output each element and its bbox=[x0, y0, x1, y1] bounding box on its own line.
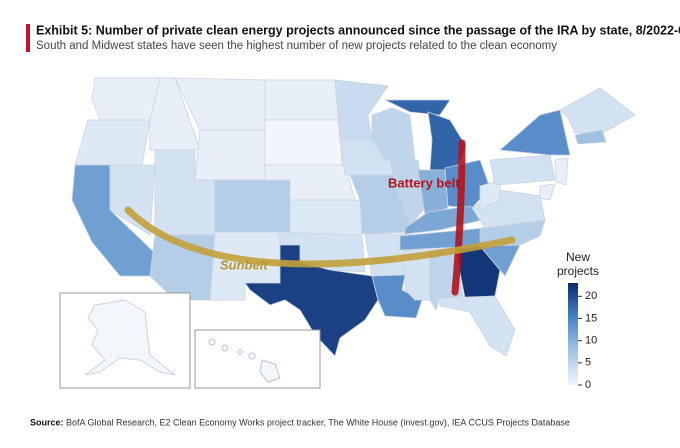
sunbelt-arc bbox=[124, 206, 516, 268]
legend-title: New bbox=[566, 250, 590, 264]
color-bar bbox=[568, 283, 578, 385]
hawaii bbox=[208, 338, 281, 383]
battery-belt-arc bbox=[451, 139, 466, 296]
subtitle: South and Midwest states have seen the h… bbox=[36, 40, 557, 52]
state bbox=[371, 274, 423, 319]
state bbox=[384, 99, 451, 116]
state bbox=[371, 107, 416, 161]
color-bar-tick-label: 20 bbox=[585, 290, 597, 302]
hawaii-inset bbox=[194, 329, 321, 389]
state bbox=[194, 129, 266, 181]
state bbox=[559, 87, 636, 134]
state bbox=[439, 295, 516, 357]
title: Exhibit 5: Number of private clean energ… bbox=[36, 23, 680, 37]
state bbox=[214, 179, 291, 233]
color-bar-tick-label: 5 bbox=[585, 357, 591, 369]
color-bar-tick-label: 0 bbox=[585, 379, 591, 391]
color-bar-tick-label: 15 bbox=[585, 312, 597, 324]
state bbox=[289, 199, 363, 236]
accent-bar bbox=[26, 24, 30, 52]
sunbelt-label: Sunbelt bbox=[220, 257, 268, 272]
us-map bbox=[71, 77, 636, 357]
battery-belt-label: Battery belt bbox=[388, 175, 460, 190]
color-bar-tick-label: 10 bbox=[585, 335, 597, 347]
legend-title: projects bbox=[557, 264, 599, 278]
state bbox=[334, 79, 389, 141]
state bbox=[264, 79, 341, 121]
state bbox=[499, 109, 571, 156]
source-label: Source: bbox=[30, 417, 64, 427]
state bbox=[389, 159, 426, 227]
state bbox=[417, 169, 449, 216]
state bbox=[554, 157, 569, 186]
state bbox=[489, 154, 556, 186]
state bbox=[574, 129, 607, 145]
source-text: BofA Global Research, E2 Clean Economy W… bbox=[66, 417, 570, 427]
state bbox=[109, 164, 156, 236]
legend: New projects 0 5 10 15 20 bbox=[557, 250, 599, 391]
state bbox=[539, 183, 556, 201]
state bbox=[91, 77, 161, 121]
state bbox=[74, 119, 151, 166]
state bbox=[479, 179, 501, 211]
state bbox=[404, 249, 431, 301]
state bbox=[264, 119, 343, 166]
alaska bbox=[84, 299, 176, 376]
